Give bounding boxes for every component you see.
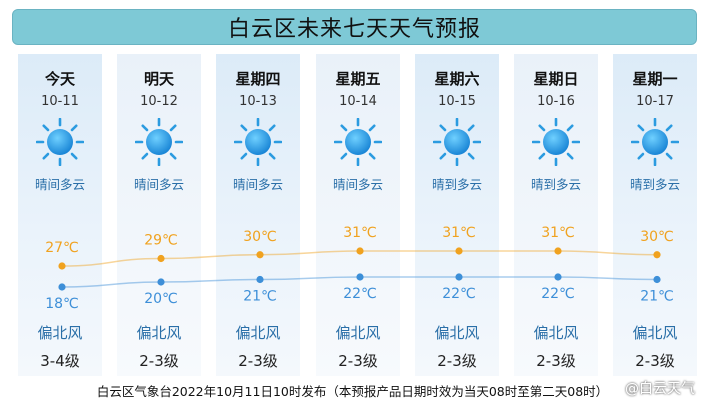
day-name: 星期六: [434, 70, 480, 88]
day-column: 今天 10-11 晴间多云 偏北风 3-4级: [18, 54, 102, 376]
weather-condition: 晴到多云: [530, 177, 581, 192]
sun-icon: [134, 117, 184, 167]
sun-icon: [630, 117, 680, 167]
day-column: 星期五 10-14 晴间多云 偏北风 2-3级: [316, 54, 400, 376]
day-name: 星期四: [235, 70, 281, 88]
title-bar: 白云区未来七天天气预报: [12, 9, 697, 45]
day-name: 星期五: [335, 70, 381, 88]
day-date: 10-16: [537, 94, 575, 109]
watermark: @白云天气: [625, 381, 695, 397]
day-name: 明天: [143, 70, 174, 88]
weather-condition: 晴到多云: [629, 177, 680, 192]
sun-icon: [35, 117, 85, 167]
day-column: 星期四 10-13 晴间多云 偏北风 2-3级: [216, 54, 300, 376]
weather-condition: 晴到多云: [431, 177, 482, 192]
wind-level: 2-3级: [238, 352, 278, 370]
wind-direction: 偏北风: [136, 324, 182, 342]
wind-level: 2-3级: [635, 352, 675, 370]
wind-level: 2-3级: [338, 352, 378, 370]
wind-level: 3-4级: [40, 352, 80, 370]
wind-direction: 偏北风: [235, 324, 281, 342]
page-title: 白云区未来七天天气预报: [227, 17, 481, 42]
wind-direction: 偏北风: [434, 324, 480, 342]
weather-condition: 晴间多云: [133, 177, 184, 192]
wind-level: 2-3级: [437, 352, 477, 370]
day-column: 星期一 10-17 晴到多云 偏北风 2-3级: [613, 54, 697, 376]
sun-icon: [233, 117, 283, 167]
wind-direction: 偏北风: [533, 324, 579, 342]
day-date: 10-12: [140, 94, 178, 109]
day-date: 10-11: [41, 94, 79, 109]
weather-condition: 晴间多云: [34, 177, 85, 192]
footer-note: 白云区气象台2022年10月11日10时发布（本预报产品日期时效为当天08时至第…: [96, 384, 609, 399]
weather-condition: 晴间多云: [232, 177, 283, 192]
day-date: 10-13: [239, 94, 277, 109]
day-column: 明天 10-12 晴间多云 偏北风 2-3级: [117, 54, 201, 376]
wind-direction: 偏北风: [335, 324, 381, 342]
day-name: 星期一: [632, 70, 678, 88]
wind-level: 2-3级: [139, 352, 179, 370]
wind-direction: 偏北风: [632, 324, 678, 342]
day-date: 10-17: [636, 94, 674, 109]
wind-direction: 偏北风: [37, 324, 83, 342]
day-date: 10-15: [438, 94, 476, 109]
day-column: 星期日 10-16 晴到多云 偏北风 2-3级: [514, 54, 598, 376]
sun-icon: [432, 117, 482, 167]
day-name: 今天: [44, 70, 75, 88]
day-date: 10-14: [339, 94, 377, 109]
sun-icon: [333, 117, 383, 167]
sun-icon: [531, 117, 581, 167]
day-column: 星期六 10-15 晴到多云 偏北风 2-3级: [415, 54, 499, 376]
wind-level: 2-3级: [536, 352, 576, 370]
day-name: 星期日: [533, 70, 579, 88]
weather-condition: 晴间多云: [332, 177, 383, 192]
